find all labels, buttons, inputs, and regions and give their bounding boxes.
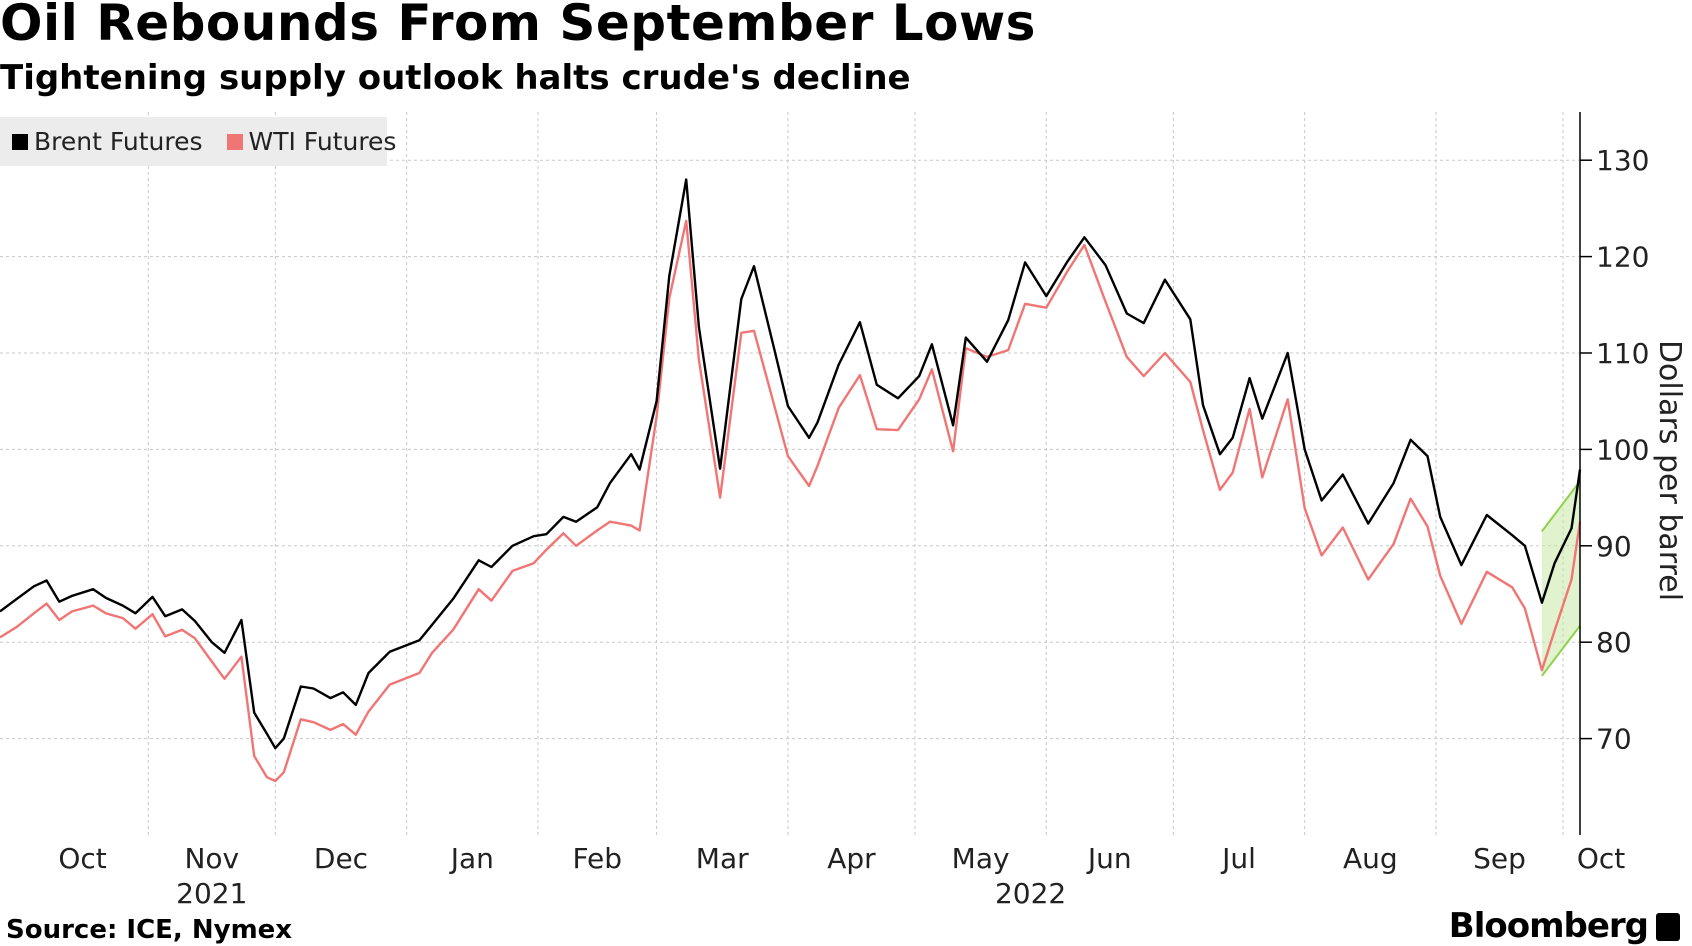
y-tick-label-130: 130 xyxy=(1596,144,1649,177)
y-tick-label-70: 70 xyxy=(1596,723,1632,756)
legend-swatch-brent xyxy=(12,133,28,150)
bloomberg-terminal-icon xyxy=(1656,913,1680,941)
x-tick-label-jul-9: Jul xyxy=(1220,842,1256,875)
year-label-2022: 2022 xyxy=(995,877,1066,910)
x-tick-label-jan-3: Jan xyxy=(449,842,494,875)
x-tick-label-may-7: May xyxy=(952,842,1010,875)
y-axis-label: Dollars per barrel xyxy=(1652,340,1687,601)
source-note: Source: ICE, Nymex xyxy=(6,915,293,945)
chart-title: Oil Rebounds From September Lows xyxy=(0,0,1036,52)
x-tick-label-oct-0: Oct xyxy=(58,842,106,875)
legend-item-wti: WTI Futures xyxy=(226,127,397,156)
y-tick-label-110: 110 xyxy=(1596,337,1649,370)
x-tick-label-apr-6: Apr xyxy=(827,842,876,875)
x-tick-label-nov-1: Nov xyxy=(184,842,239,875)
y-tick-label-120: 120 xyxy=(1596,241,1649,274)
x-tick-label-dec-2: Dec xyxy=(314,842,368,875)
x-tick-label-feb-4: Feb xyxy=(572,842,622,875)
x-tick-label-mar-5: Mar xyxy=(696,842,749,875)
legend: Brent Futures WTI Futures xyxy=(0,117,396,166)
chart-subtitle: Tightening supply outlook halts crude's … xyxy=(0,58,911,98)
series-line-brent-futures xyxy=(0,178,1582,750)
channel-lower-line xyxy=(1541,625,1581,677)
x-tick-label-oct-12: Oct xyxy=(1577,842,1625,875)
grid-lines xyxy=(0,112,1580,835)
series-line-wti-futures xyxy=(0,219,1582,783)
legend-item-brent: Brent Futures xyxy=(12,127,203,156)
y-tick-label-90: 90 xyxy=(1596,530,1632,563)
x-tick-label-sep-11: Sep xyxy=(1473,842,1526,875)
legend-swatch-wti xyxy=(226,133,243,150)
y-tick-label-100: 100 xyxy=(1596,433,1649,466)
year-label-2021: 2021 xyxy=(176,877,247,910)
legend-label-wti: WTI Futures xyxy=(248,127,397,156)
y-tick-label-80: 80 xyxy=(1596,626,1632,659)
series-lines xyxy=(0,178,1582,783)
axes: 70 80 90 100 110 120 130 Oct Nov Dec Jan Feb Mar Apr M… xyxy=(58,112,1687,910)
bloomberg-logo: Bloomberg xyxy=(1448,906,1649,946)
channel-upper-line xyxy=(1541,480,1581,532)
legend-label-brent: Brent Futures xyxy=(34,127,203,156)
x-tick-label-jun-8: Jun xyxy=(1086,842,1132,875)
x-tick-label-aug-10: Aug xyxy=(1343,842,1398,875)
